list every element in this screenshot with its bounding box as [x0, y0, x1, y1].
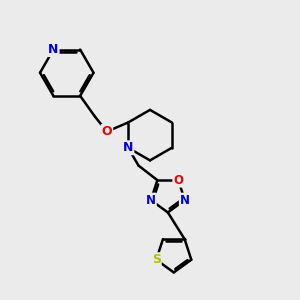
Text: N: N — [180, 194, 190, 207]
Text: O: O — [102, 125, 112, 138]
Text: S: S — [152, 253, 161, 266]
Text: N: N — [48, 43, 59, 56]
Text: N: N — [146, 194, 156, 207]
Text: O: O — [173, 174, 183, 187]
Text: N: N — [123, 141, 133, 154]
